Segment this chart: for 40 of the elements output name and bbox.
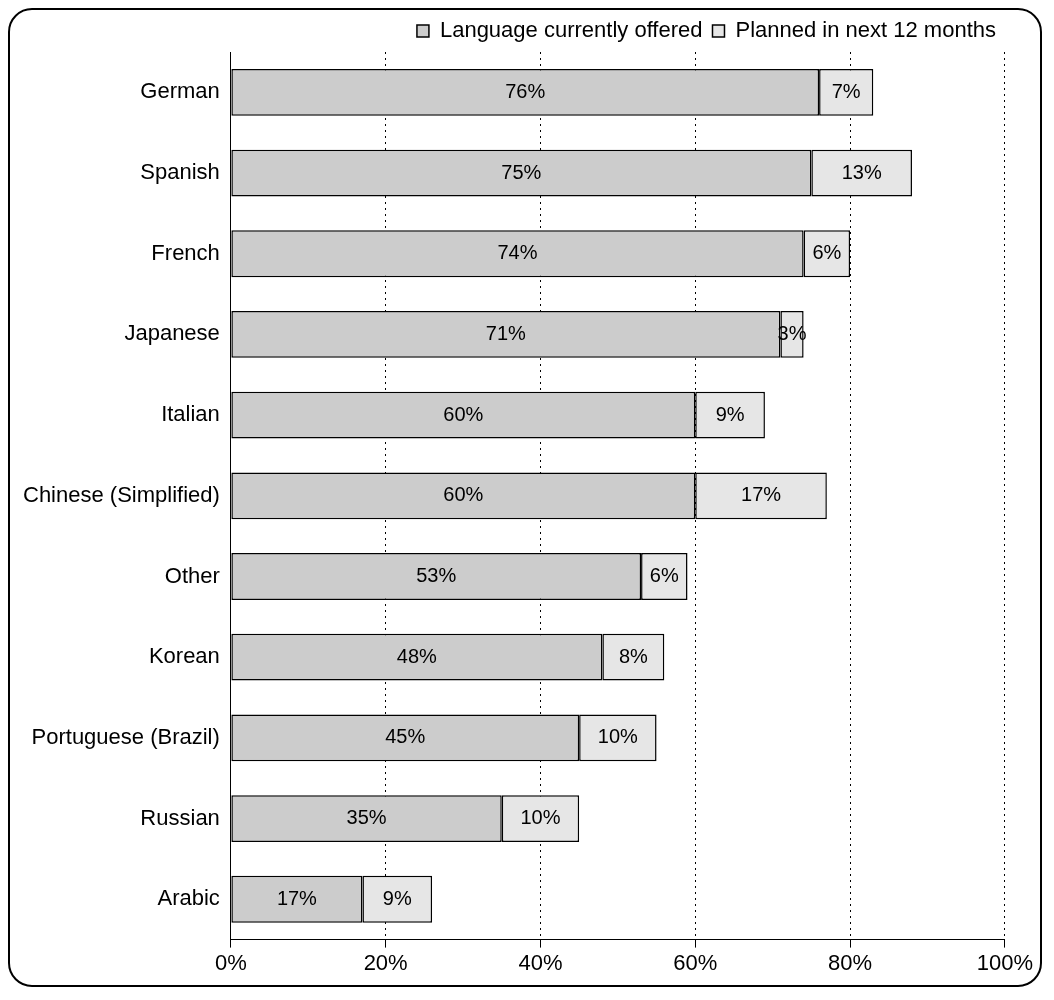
- data-label: 9%: [715, 402, 745, 425]
- y-tick-label: Arabic: [157, 885, 220, 911]
- data-label: 17%: [741, 483, 782, 506]
- data-label: 10%: [597, 725, 639, 748]
- data-label: 17%: [276, 886, 318, 909]
- x-tick-label: 100%: [976, 949, 1034, 975]
- data-label: 13%: [841, 160, 882, 183]
- data-label: 60%: [443, 483, 484, 506]
- y-tick-label: Italian: [161, 401, 220, 427]
- data-label: 6%: [812, 241, 842, 264]
- data-label: 48%: [396, 644, 438, 667]
- data-label: 6%: [649, 564, 679, 587]
- data-label: 76%: [505, 79, 546, 102]
- data-label: 8%: [618, 644, 649, 667]
- data-label: 74%: [497, 241, 538, 264]
- x-tick-label: 60%: [673, 949, 718, 975]
- x-tick-label: 20%: [363, 949, 408, 975]
- data-label: 35%: [346, 806, 387, 829]
- y-tick-label: Russian: [140, 804, 220, 830]
- data-label: 7%: [831, 79, 861, 102]
- y-tick-label: French: [151, 239, 220, 265]
- y-tick-label: Other: [164, 562, 220, 588]
- x-tick-label: 80%: [828, 949, 873, 975]
- data-label: 9%: [382, 886, 412, 909]
- y-tick-label: Spanish: [140, 159, 220, 185]
- x-tick-label: 40%: [518, 949, 563, 975]
- x-tick-label: 0%: [214, 949, 247, 975]
- legend-label: Planned in next 12 months: [735, 17, 997, 43]
- y-tick-label: Portuguese (Brazil): [31, 723, 220, 749]
- y-tick-label: German: [140, 78, 220, 104]
- data-label: 45%: [385, 725, 426, 748]
- y-tick-label: Korean: [148, 643, 220, 669]
- data-label: 71%: [485, 321, 527, 344]
- data-label: 53%: [416, 564, 457, 587]
- legend-label: Language currently offered: [439, 17, 703, 43]
- y-tick-label: Chinese (Simplified): [22, 481, 220, 507]
- data-label: 75%: [501, 160, 542, 183]
- data-label: 60%: [443, 402, 484, 425]
- y-tick-label: Japanese: [124, 320, 220, 346]
- data-label: 10%: [520, 806, 561, 829]
